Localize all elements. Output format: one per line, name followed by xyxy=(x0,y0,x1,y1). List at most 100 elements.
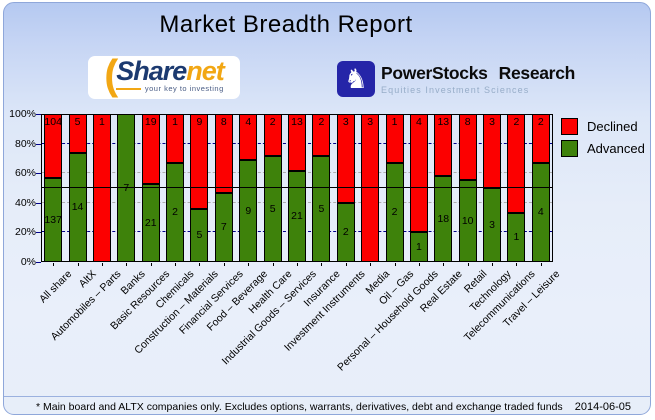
plot-area: 1041375141719211295874925132125323124113… xyxy=(41,114,553,262)
declined-count-label: 104 xyxy=(44,116,62,128)
bar-segment-declined: 1 xyxy=(166,114,185,163)
declined-count-label: 4 xyxy=(415,116,422,128)
x-axis-tick xyxy=(370,263,372,266)
advanced-count-label: 2 xyxy=(342,226,349,239)
y-axis-tick xyxy=(36,114,41,115)
stacked-bar: 13 18 xyxy=(434,114,453,262)
bar-segment-advanced: 3 xyxy=(483,188,502,262)
legend-row: Advanced xyxy=(561,137,645,159)
y-axis-label: 60% xyxy=(14,167,36,180)
y-axis-label: 20% xyxy=(14,226,36,239)
declined-count-label: 1 xyxy=(99,116,105,128)
bar-segment-advanced: 10 xyxy=(458,180,477,262)
bar-segment-declined: 13 xyxy=(288,114,306,171)
legend-row: Declined xyxy=(561,115,645,137)
y-axis-label: 100% xyxy=(9,108,36,120)
advanced-count-label: 1 xyxy=(415,240,422,253)
advanced-count-label: 137 xyxy=(44,213,62,226)
bar-segment-advanced: 5 xyxy=(190,209,209,262)
stacked-bar: 19 21 xyxy=(141,114,160,262)
sharenet-wordmark-suffix: net xyxy=(186,56,224,86)
x-axis-tick xyxy=(199,263,201,266)
bar-segment-declined: 19 xyxy=(141,114,160,184)
stacked-bar: 8 10 xyxy=(458,114,477,262)
bar-segment-declined: 2 xyxy=(263,114,282,156)
stacked-bar: 3 xyxy=(361,114,380,262)
declined-count-label: 8 xyxy=(464,116,471,128)
x-axis-tick xyxy=(394,263,396,266)
x-axis-tick xyxy=(321,263,323,266)
bar-segment-advanced: 18 xyxy=(434,176,453,262)
x-axis-tick xyxy=(77,263,79,266)
stacked-bar: 104 137 xyxy=(44,114,63,262)
bar-segment-declined: 3 xyxy=(361,114,380,262)
bar-segment-declined: 2 xyxy=(531,114,550,163)
x-axis-tick xyxy=(272,263,274,266)
advanced-count-label: 9 xyxy=(245,204,252,217)
x-axis-tick xyxy=(443,263,445,266)
bar-segment-advanced: 14 xyxy=(68,153,87,262)
stacked-bar: 13 21 xyxy=(288,114,306,262)
chart-legend: Declined Advanced xyxy=(561,115,645,159)
declined-count-label: 9 xyxy=(196,116,203,128)
declined-count-label: 2 xyxy=(513,116,520,128)
sharenet-tagline: your key to investing xyxy=(144,84,224,93)
sharenet-underline xyxy=(116,87,141,90)
sharenet-logo: ( Sharenet your key to investing xyxy=(88,54,240,99)
bar-segment-declined: 1 xyxy=(385,114,404,163)
bar-segment-advanced: 7 xyxy=(117,114,136,262)
sharenet-wordmark: Share xyxy=(116,56,187,86)
bar-segment-declined: 2 xyxy=(507,114,526,213)
powerstocks-title: PowerStocks Research xyxy=(381,63,576,83)
declined-count-label: 19 xyxy=(144,116,157,128)
x-axis-tick xyxy=(248,263,250,266)
y-axis-label: 80% xyxy=(14,137,36,150)
x-axis-tick xyxy=(540,263,542,266)
declined-count-label: 3 xyxy=(342,116,349,128)
footer-divider xyxy=(4,396,651,397)
bar-segment-advanced: 2 xyxy=(385,163,404,262)
declined-count-label: 5 xyxy=(74,116,81,128)
bar-segment-advanced: 5 xyxy=(312,156,331,262)
page-title: Market Breadth Report xyxy=(159,11,413,38)
advanced-count-label: 7 xyxy=(220,221,227,234)
declined-count-label: 2 xyxy=(318,116,325,128)
bar-segment-declined: 5 xyxy=(68,114,87,153)
powerstocks-subtitle: Equities Investment Sciences xyxy=(381,85,530,95)
bar-segment-declined: 2 xyxy=(312,114,331,156)
bar-segment-advanced: 2 xyxy=(336,203,355,262)
x-axis-tick xyxy=(467,263,469,266)
y-axis-tick xyxy=(36,202,41,204)
legend-swatch-declined xyxy=(561,117,578,135)
bar-segment-declined: 9 xyxy=(190,114,209,209)
bar-segment-advanced: 1 xyxy=(507,213,526,262)
advanced-count-label: 5 xyxy=(196,229,203,242)
x-axis-tick xyxy=(53,263,55,266)
bar-segment-advanced: 9 xyxy=(239,160,258,262)
bar-segment-declined: 8 xyxy=(458,114,477,180)
advanced-count-label: 10 xyxy=(461,214,474,227)
x-axis-tick xyxy=(101,263,103,266)
stacked-bar: 1 xyxy=(92,114,111,262)
legend-label-declined: Declined xyxy=(587,118,638,134)
y-axis-label: 0% xyxy=(20,256,36,268)
bar-segment-declined: 1 xyxy=(92,114,111,262)
declined-count-label: 3 xyxy=(367,116,374,128)
bar-segment-advanced: 4 xyxy=(531,163,550,262)
advanced-count-label: 21 xyxy=(144,216,157,229)
advanced-count-label: 2 xyxy=(391,206,398,219)
x-axis-tick xyxy=(418,263,420,266)
stacked-bar: 7 xyxy=(117,114,136,262)
advanced-count-label: 4 xyxy=(537,206,544,219)
declined-count-label: 8 xyxy=(220,116,227,128)
reference-line-50pct xyxy=(41,187,553,188)
bar-segment-declined: 104 xyxy=(44,114,63,178)
